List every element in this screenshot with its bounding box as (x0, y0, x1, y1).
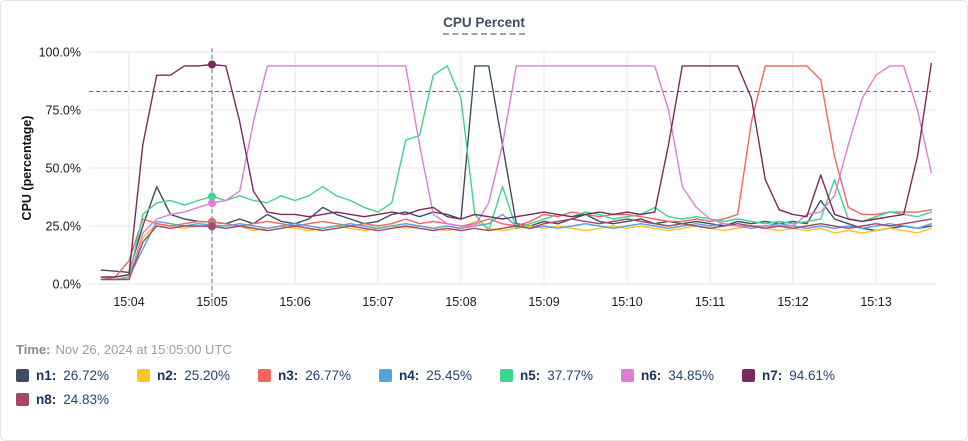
hover-dot-n5 (208, 192, 216, 201)
legend-series-value: 26.72% (63, 368, 110, 383)
legend-swatch (137, 369, 150, 382)
chart-title: CPU Percent (1, 14, 967, 35)
legend-swatch (379, 369, 392, 382)
legend-swatch (742, 369, 755, 382)
legend-swatch (258, 369, 271, 382)
x-tick-label: 15:12 (777, 295, 808, 309)
legend-series-value: 37.77% (547, 368, 594, 383)
hover-dot-n8 (208, 222, 216, 231)
legend-series-value: 34.85% (668, 368, 715, 383)
series-line-n6 (100, 65, 932, 281)
legend-series-name: n4: (399, 368, 420, 383)
series-legend: n1: 26.72% n2: 25.20% n3: 26.77% n4: 25.45% n5: 3… (16, 368, 956, 407)
hover-time-readout: Time: Nov 26, 2024 at 15:05:00 UTC (16, 342, 232, 357)
y-axis-title: CPU (percentage) (20, 116, 34, 221)
legend-swatch (621, 369, 634, 382)
y-tick-label: 75.0% (46, 104, 81, 118)
x-tick-label: 15:08 (445, 295, 476, 309)
legend-series-value: 25.45% (426, 368, 473, 383)
series-line-n3 (100, 65, 932, 281)
x-tick-label: 15:10 (611, 295, 642, 309)
legend-series-name: n5: (520, 368, 541, 383)
series-line-n7 (100, 62, 932, 278)
chart-canvas[interactable]: 100.0%75.0%50.0%25.0%0.0%15:04 15:05 15:06… (1, 1, 968, 331)
hover-dot-n7 (208, 60, 216, 69)
legend-series-name: n3: (278, 368, 299, 383)
legend-series-name: n7: (762, 368, 783, 383)
legend-item-n1[interactable]: n1: 26.72% (16, 368, 137, 383)
y-tick-label: 0.0% (53, 278, 82, 292)
legend-item-n4[interactable]: n4: 25.45% (379, 368, 500, 383)
x-tick-label: 15:07 (362, 295, 393, 309)
series-line-n1 (100, 65, 932, 274)
time-value: Nov 26, 2024 at 15:05:00 UTC (55, 342, 232, 357)
x-tick-label: 15:13 (860, 295, 891, 309)
legend-series-value: 26.77% (305, 368, 352, 383)
series-line-n5 (100, 65, 932, 281)
series-line-n8 (100, 218, 932, 281)
y-tick-label: 50.0% (46, 162, 81, 176)
time-label: Time: (16, 342, 51, 357)
legend-series-name: n6: (641, 368, 662, 383)
legend-series-value: 94.61% (789, 368, 836, 383)
legend-swatch (16, 369, 29, 382)
x-tick-label: 15:11 (695, 295, 725, 309)
legend-swatch (16, 393, 29, 406)
legend-item-n3[interactable]: n3: 26.77% (258, 368, 379, 383)
legend-series-value: 25.20% (184, 368, 231, 383)
legend-series-name: n1: (36, 368, 57, 383)
legend-item-n7[interactable]: n7: 94.61% (742, 368, 863, 383)
x-tick-label: 15:09 (528, 295, 559, 309)
hover-dot-n6 (208, 199, 216, 208)
x-tick-label: 15:04 (113, 295, 144, 309)
legend-item-n2[interactable]: n2: 25.20% (137, 368, 258, 383)
series-line-n2 (100, 220, 932, 281)
y-tick-label: 100.0% (39, 46, 81, 60)
legend-series-name: n2: (157, 368, 178, 383)
chart-title-text[interactable]: CPU Percent (443, 15, 525, 35)
x-tick-label: 15:06 (279, 295, 310, 309)
y-tick-label: 25.0% (46, 220, 81, 234)
legend-item-n6[interactable]: n6: 34.85% (621, 368, 742, 383)
legend-series-name: n8: (36, 392, 57, 407)
legend-item-n5[interactable]: n5: 37.77% (500, 368, 621, 383)
legend-series-value: 24.83% (63, 392, 110, 407)
legend-swatch (500, 369, 513, 382)
legend-item-n8[interactable]: n8: 24.83% (16, 392, 137, 407)
